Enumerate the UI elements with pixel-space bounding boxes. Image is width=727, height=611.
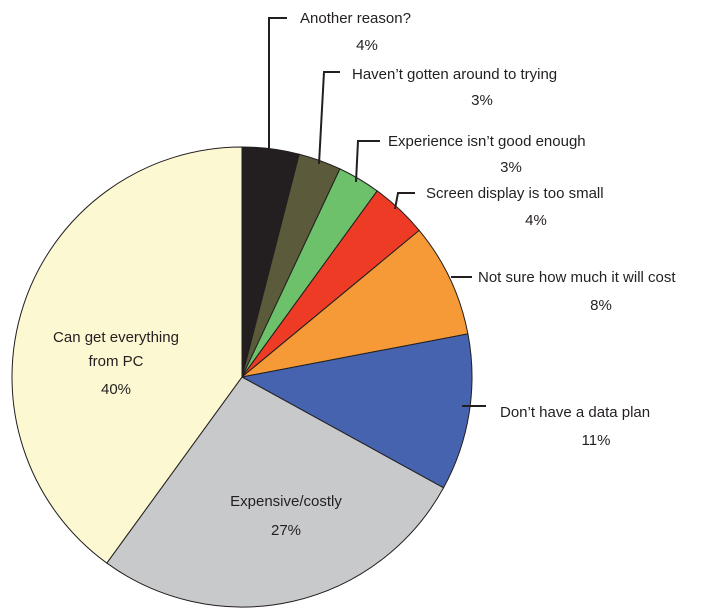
slice-label-don-t-have-a-data-plan: Don’t have a data plan — [500, 404, 650, 421]
slice-value-can-get-everything-from-pc: 40% — [101, 381, 131, 398]
slice-value-not-sure-how-much-it-will-cost: 8% — [590, 297, 612, 314]
slice-label-not-sure-how-much-it-will-cost: Not sure how much it will cost — [478, 269, 676, 286]
leader-line-experience-isn-t-good-enough — [355, 140, 380, 183]
slice-value-another-reason: 4% — [356, 37, 378, 54]
pie-slice-not-sure-how-much-it-will-cost — [241, 229, 469, 378]
pie-slice-can-get-everything-from-pc — [11, 146, 243, 564]
slice-labels: Another reason? 4% Haven’t gotten around t… — [53, 10, 676, 539]
slice-value-expensive-costly: 27% — [271, 522, 301, 539]
slice-value-screen-display-is-too-small: 4% — [525, 212, 547, 229]
pie-slice-expensive-costly — [106, 376, 445, 608]
pie-slice-don-t-have-a-data-plan — [240, 333, 473, 489]
leader-lines — [268, 17, 486, 407]
slice-label-another-reason: Another reason? — [300, 10, 411, 27]
slice-label-screen-display-is-too-small: Screen display is too small — [426, 185, 604, 202]
slice-value-don-t-have-a-data-plan: 11% — [582, 432, 611, 449]
slice-label-can-get-everything-from-pc-1: Can get everything — [53, 329, 179, 346]
leader-line-another-reason — [268, 17, 287, 149]
leader-line-haven-t-gotten-around-to-trying — [318, 71, 340, 165]
slice-value-experience-isn-t-good-enough: 3% — [500, 159, 522, 176]
leader-line-screen-display-is-too-small — [394, 192, 415, 210]
slice-label-can-get-everything-from-pc-2: from PC — [88, 353, 143, 370]
slice-label-experience-isn-t-good-enough: Experience isn’t good enough — [388, 133, 586, 150]
slice-value-haven-t-gotten-around-to-trying: 3% — [471, 92, 493, 109]
slice-label-haven-t-gotten-around-to-trying: Haven’t gotten around to trying — [352, 66, 557, 83]
slice-label-expensive-costly: Expensive/costly — [230, 493, 342, 510]
pie-slices — [11, 146, 473, 608]
